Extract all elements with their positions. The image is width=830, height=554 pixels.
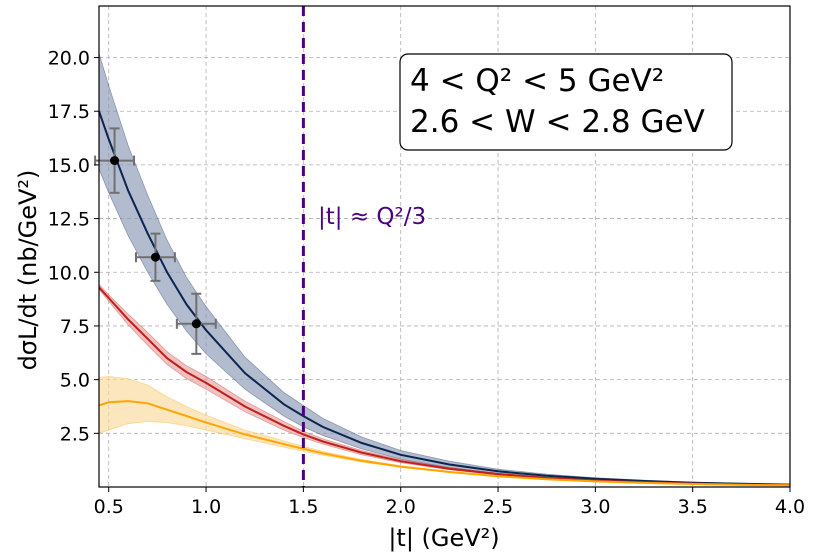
x-tick-label: 2.0: [386, 496, 416, 518]
y-tick-label: 5.0: [60, 370, 90, 392]
y-tick-label: 15.0: [48, 155, 90, 177]
plot-frame: [98, 5, 791, 488]
y-tick-label: 20.0: [48, 48, 90, 70]
annotation-box-frame: [399, 53, 733, 151]
navy-curve: [98, 110, 791, 486]
x-tick-label: 3.5: [678, 496, 708, 518]
y-axis-title: dσL/dt (nb/GeV²): [14, 170, 42, 371]
data-point: [191, 319, 201, 329]
data-point: [110, 156, 120, 166]
y-tick-label: 7.5: [60, 316, 90, 338]
y-tick-label: 12.5: [48, 209, 90, 231]
data-points: [94, 127, 217, 355]
annotation-box: 4 < Q² < 5 GeV² 2.6 < W < 2.8 GeV: [399, 53, 733, 151]
data-point: [150, 252, 160, 262]
x-axis-title: |t| (GeV²): [388, 524, 499, 552]
x-tick-label: 1.5: [288, 496, 318, 518]
annotation-line-2: 2.6 < W < 2.8 GeV: [410, 104, 705, 140]
x-tick-label: 2.5: [483, 496, 513, 518]
orange-curve: [98, 400, 791, 487]
x-tick-label: 4.0: [775, 496, 805, 518]
x-tick-label: 0.5: [94, 496, 124, 518]
y-tick-label: 2.5: [60, 423, 90, 445]
x-tick-label: 3.0: [580, 496, 610, 518]
annotation-line-1: 4 < Q² < 5 GeV²: [410, 63, 664, 99]
vline-label: |t| ≈ Q²/3: [318, 204, 426, 230]
y-tick-label: 10.0: [48, 262, 90, 284]
curves: [98, 110, 791, 487]
y-tick-label: 17.5: [48, 101, 90, 123]
ticks: 0.5 1.0 1.5 2.0 2.5 3.0 3.5 4.0 2.5 5.0 7.5 10.0 12.…: [48, 48, 805, 518]
x-tick-label: 1.0: [191, 496, 221, 518]
